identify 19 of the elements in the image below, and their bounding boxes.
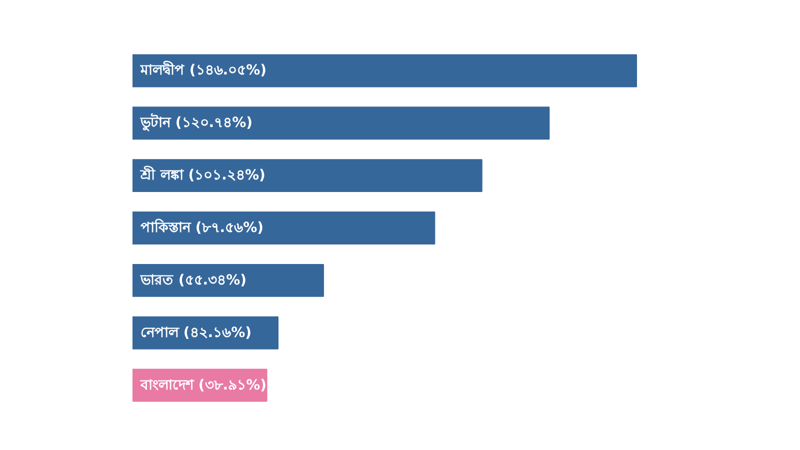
data-label: (৫৫.৩৪%) [178, 272, 247, 288]
data-label: (৪২.১৬%) [183, 324, 252, 341]
bar [132, 54, 637, 88]
data-label: (১০১.২৪%) [188, 168, 266, 184]
data-label: (৮৭.৫৬%) [195, 220, 264, 236]
y-tick-label: পাকিস্তান [140, 218, 192, 236]
y-tick-label: নেপাল [140, 324, 180, 341]
data-label: (১৪৬.০৫%) [189, 62, 267, 79]
bar [132, 264, 324, 297]
y-tick-label: ভুটান [140, 113, 172, 132]
y-tick-label: মালদ্বীপ [140, 60, 184, 79]
data-label: (১২০.৭৪%) [175, 115, 253, 132]
y-tick-label: বাংলাদেশ [140, 377, 194, 394]
y-tick-label: শ্রী লঙ্কা [140, 166, 184, 184]
bar [132, 212, 436, 244]
bar [132, 106, 550, 140]
bar [132, 159, 482, 192]
data-label: (৩৮.৯১%) [198, 377, 267, 394]
y-tick-label: ভারত [140, 272, 174, 288]
